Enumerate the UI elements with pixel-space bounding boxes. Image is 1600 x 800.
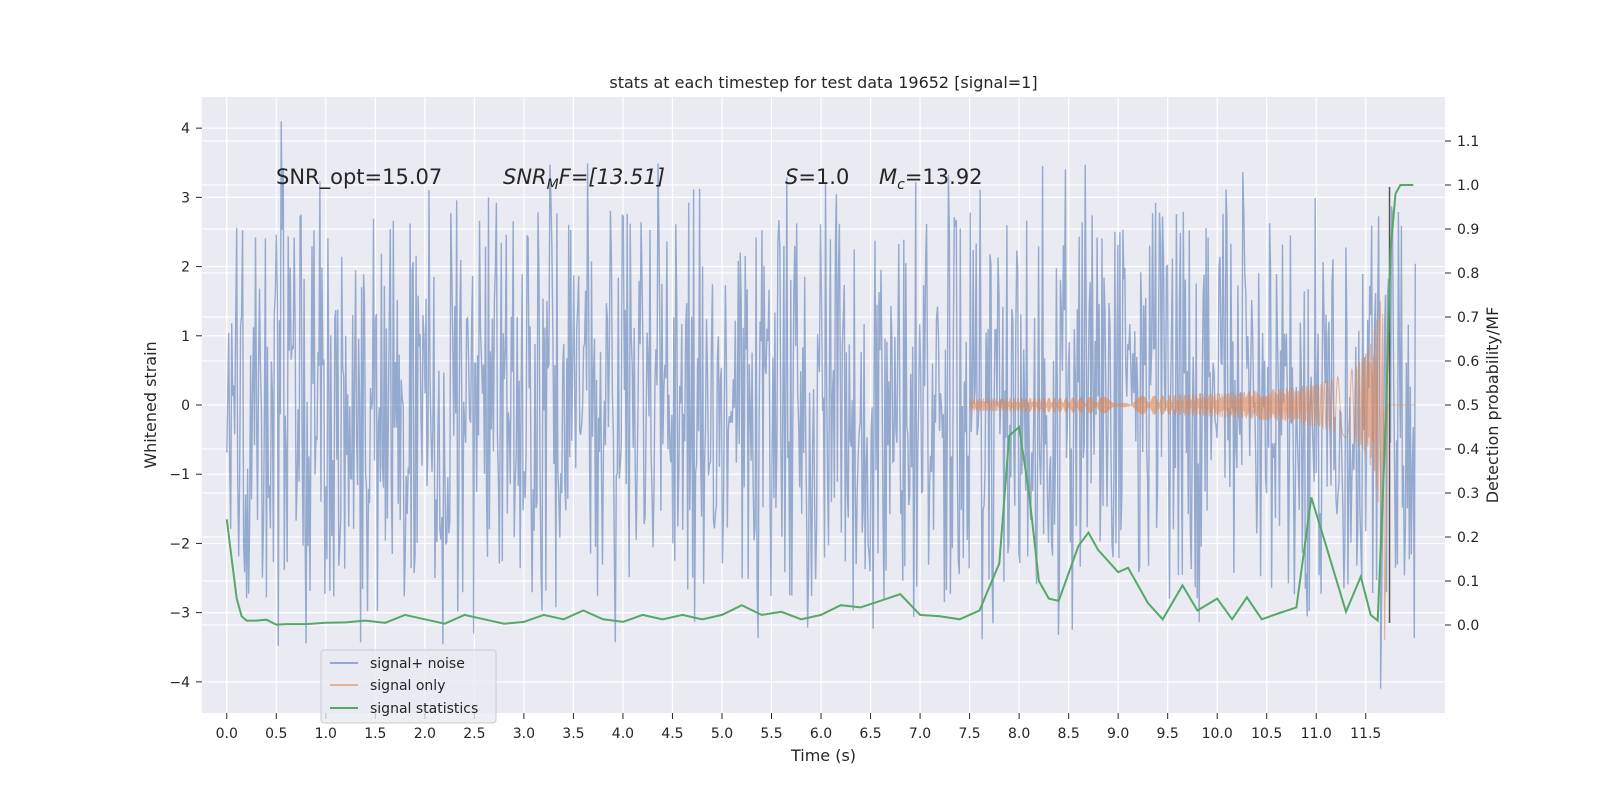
x-tick-label: 10.0: [1202, 726, 1233, 742]
x-axis-label: Time (s): [790, 746, 856, 765]
x-tick-label: 0.0: [216, 726, 238, 742]
legend-box: [320, 649, 497, 724]
x-tick-label: 5.5: [760, 726, 782, 742]
y-axis-label: Whitened strain: [141, 341, 160, 468]
y2-tick-label: 1.1: [1457, 134, 1479, 150]
legend-label-noise: signal+ noise: [370, 656, 465, 672]
x-tick-label: 1.0: [315, 726, 337, 742]
x-tick-label: 9.0: [1107, 726, 1129, 742]
snr-mf-rest: F=[13.51]: [559, 165, 665, 189]
x-tick-label: 7.5: [958, 726, 980, 742]
annotation-snr-mf: SNRMF=[13.51]: [503, 165, 665, 193]
mc-main: M: [879, 165, 897, 189]
x-tick-label: 4.0: [612, 726, 634, 742]
series-signal-statistics: [225, 184, 1414, 626]
series-signal-noise: [226, 121, 1417, 689]
y2-tick-label: 0.3: [1457, 486, 1479, 502]
x-tick-label: 7.0: [909, 726, 931, 742]
series-signal-only: [969, 300, 1416, 641]
series-layer: [225, 121, 1417, 689]
x-tick-label: 8.0: [1008, 726, 1030, 742]
y-tick-label: 3: [181, 190, 190, 206]
x-tick-label: 3.0: [513, 726, 535, 742]
y-tick-label: −4: [169, 675, 190, 691]
snr-mf-sub: M: [547, 177, 559, 193]
x-tick-label: 2.5: [463, 726, 485, 742]
y-tick-label: −1: [169, 467, 190, 483]
annotation-snr-opt: SNR_opt=15.07: [276, 165, 442, 190]
x-tick-label: 11.5: [1350, 726, 1381, 742]
s-rest: =1.0: [798, 165, 849, 189]
y-tick-label: 4: [181, 121, 190, 137]
y2-axis-label: Detection probability/MF: [1483, 307, 1502, 504]
x-tick-label: 3.5: [562, 726, 584, 742]
y-tick-label: 0: [181, 398, 190, 414]
mc-sub: c: [897, 177, 905, 193]
y2-tick-label: 0.8: [1457, 266, 1479, 282]
s-main: S: [785, 165, 798, 189]
x-tick-label: 8.5: [1058, 726, 1080, 742]
x-tick-label: 1.5: [364, 726, 386, 742]
annotation-mc: Mc=13.92: [879, 165, 983, 193]
x-tick-label: 4.5: [661, 726, 683, 742]
x-tick-label: 11.0: [1301, 726, 1332, 742]
y2-tick-label: 0.7: [1457, 310, 1479, 326]
y2-tick-label: 0.0: [1457, 618, 1479, 634]
y2-tick-label: 0.6: [1457, 354, 1479, 370]
x-tick-label: 0.5: [265, 726, 287, 742]
axes: 0.0 0.5 1.0 1.5 2.0 2.5 3.0 3.5 4.0 4.5 5.0 5.5 6.0 6…: [169, 121, 1479, 742]
y-tick-label: 2: [181, 260, 190, 276]
annotation-s: S=1.0: [785, 165, 849, 189]
snr-mf-main: SNR: [503, 165, 547, 189]
y2-tick-label: 0.2: [1457, 530, 1479, 546]
x-tick-label: 5.0: [711, 726, 733, 742]
y-tick-label: −2: [169, 536, 190, 552]
y2-tick-label: 0.4: [1457, 442, 1479, 458]
x-tick-label: 6.5: [859, 726, 881, 742]
mc-rest: =13.92: [905, 165, 983, 189]
y2-tick-label: 1.0: [1457, 178, 1479, 194]
legend-label-signal: signal only: [370, 678, 445, 694]
chart-title: stats at each timestep for test data 196…: [609, 73, 1037, 92]
legend: signal+ noise signal only signal statist…: [320, 649, 497, 724]
y2-tick-label: 0.1: [1457, 574, 1479, 590]
x-tick-label: 9.5: [1157, 726, 1179, 742]
x-tick-label: 2.0: [414, 726, 436, 742]
y2-tick-label: 0.9: [1457, 222, 1479, 238]
x-tick-label: 6.0: [810, 726, 832, 742]
y-tick-label: −3: [169, 606, 190, 622]
legend-label-statistics: signal statistics: [370, 701, 478, 717]
y-tick-label: 1: [181, 329, 190, 345]
x-tick-label: 10.5: [1251, 726, 1282, 742]
y2-tick-label: 0.5: [1457, 398, 1479, 414]
